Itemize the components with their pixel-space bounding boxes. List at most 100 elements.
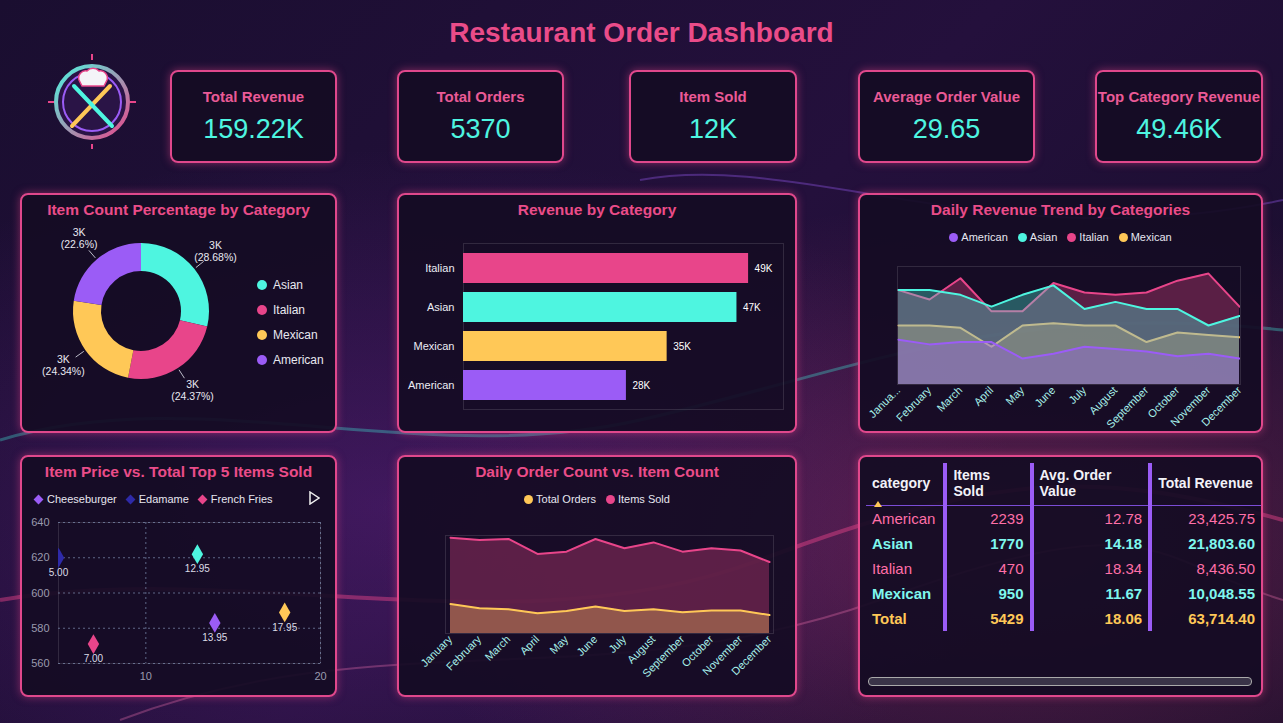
svg-text:April: April — [971, 384, 995, 408]
svg-text:17.95: 17.95 — [272, 622, 297, 633]
html-text:Mexican: Mexican — [872, 585, 932, 602]
svg-text:November: November — [1168, 383, 1213, 429]
svg-text:580: 580 — [31, 622, 49, 634]
svg-text:November: November — [700, 632, 745, 678]
html-text:63,714.40: 63,714.40 — [1188, 610, 1255, 627]
svg-text:28K: 28K — [632, 380, 650, 391]
html-text:18.34: 18.34 — [1104, 560, 1143, 577]
svg-text:June: June — [574, 633, 599, 658]
html-text:14.18: 14.18 — [1104, 535, 1143, 552]
svg-text:620: 620 — [31, 551, 49, 563]
svg-text:September: September — [640, 633, 687, 680]
svg-text:10: 10 — [140, 670, 152, 682]
html-text:French Fries: French Fries — [210, 493, 273, 505]
html-text:21,803.60: 21,803.60 — [1188, 535, 1255, 552]
svg-text:August: August — [1086, 383, 1120, 417]
html-text:Edamame: Edamame — [138, 493, 189, 505]
svg-text:July: July — [606, 633, 629, 656]
svg-text:Mexican: Mexican — [273, 328, 318, 342]
html-text:Daily Revenue Trend by Categor: Daily Revenue Trend by Categories — [930, 201, 1191, 218]
html-text:Avg. Order Value: Avg. Order Value — [1039, 467, 1112, 499]
svg-text:35K: 35K — [673, 341, 691, 352]
html-text:Top Category Revenue: Top Category Revenue — [1097, 88, 1261, 105]
svg-text:February: February — [444, 633, 484, 673]
html-text:5429: 5429 — [990, 610, 1024, 627]
html-text:49.46K: 49.46K — [1136, 114, 1222, 144]
html-text:12.78: 12.78 — [1104, 510, 1143, 527]
html-text:Item Price vs. Total Top 5 Ite: Item Price vs. Total Top 5 Items Sold — [44, 463, 313, 480]
html-text:American: American — [961, 231, 1008, 243]
svg-text:April: April — [517, 633, 541, 657]
html-text:Cheeseburger: Cheeseburger — [47, 493, 117, 505]
html-text:950: 950 — [998, 585, 1024, 602]
html-text:Mexican: Mexican — [1130, 231, 1172, 243]
svg-text:3K(24.34%): 3K(24.34%) — [42, 353, 85, 377]
svg-text:Italian: Italian — [425, 262, 454, 274]
svg-text:American: American — [273, 353, 324, 367]
svg-text:20: 20 — [314, 670, 326, 682]
svg-text:May: May — [547, 633, 571, 657]
svg-text:February: February — [894, 384, 934, 424]
svg-text:49K: 49K — [755, 263, 773, 274]
svg-text:September: September — [1104, 384, 1151, 431]
svg-text:7.00: 7.00 — [84, 653, 104, 664]
svg-text:13.95: 13.95 — [202, 632, 227, 643]
html-text:11.67: 11.67 — [1105, 585, 1143, 602]
html-text:Total Orders: Total Orders — [536, 493, 596, 505]
svg-text:Mexican: Mexican — [414, 340, 455, 352]
svg-text:July: July — [1066, 384, 1089, 407]
svg-text:3K(28.68%): 3K(28.68%) — [194, 239, 237, 263]
html-text:1770: 1770 — [990, 535, 1024, 552]
html-text:5370: 5370 — [450, 114, 511, 144]
svg-text:October: October — [1145, 383, 1182, 421]
html-text:Daily Order Count vs. Item Cou: Daily Order Count vs. Item Count — [475, 463, 719, 480]
svg-text:560: 560 — [31, 657, 49, 669]
html-text:Item Count Percentage by Categ: Item Count Percentage by Category — [47, 201, 310, 218]
svg-text:August: August — [624, 632, 658, 666]
svg-text:May: May — [1003, 384, 1027, 408]
html-text:Italian: Italian — [872, 560, 912, 577]
svg-text:Asian: Asian — [427, 301, 455, 313]
html-text:Asian: Asian — [1029, 231, 1058, 243]
html-text:Average Order Value: Average Order Value — [873, 88, 1020, 105]
svg-text:December: December — [729, 633, 774, 678]
svg-text:June: June — [1032, 384, 1057, 409]
html-text:12K: 12K — [689, 114, 737, 144]
html-text:American: American — [872, 510, 936, 527]
html-text:8,436.50: 8,436.50 — [1196, 560, 1255, 577]
svg-text:640: 640 — [31, 516, 49, 528]
html-text:Asian: Asian — [872, 535, 913, 552]
svg-text:October: October — [679, 632, 716, 670]
html-text:Restaurant Order Dashboard: Restaurant Order Dashboard — [449, 17, 834, 48]
html-text:Total: Total — [872, 610, 907, 627]
svg-text:3K(22.6%): 3K(22.6%) — [61, 226, 98, 250]
html-text:Total Revenue: Total Revenue — [1158, 475, 1253, 491]
svg-text:Janua...: Janua... — [866, 383, 903, 421]
html-text:18.06: 18.06 — [1104, 610, 1143, 627]
svg-text:American: American — [408, 379, 454, 391]
svg-text:600: 600 — [31, 587, 49, 599]
svg-text:January: January — [418, 632, 455, 670]
html-text:Total Orders: Total Orders — [436, 88, 525, 105]
svg-text:March: March — [934, 384, 964, 414]
html-text:159.22K: 159.22K — [203, 114, 304, 144]
html-text:Items Sold: Items Sold — [953, 467, 991, 499]
svg-text:3K(24.37%): 3K(24.37%) — [171, 378, 214, 402]
svg-text:December: December — [1199, 384, 1244, 429]
html-text:Revenue by Category: Revenue by Category — [517, 201, 677, 218]
svg-text:5.00: 5.00 — [49, 567, 69, 578]
html-text:2239: 2239 — [990, 510, 1024, 527]
html-text:Italian: Italian — [1079, 231, 1109, 243]
html-text:Item Sold: Item Sold — [679, 88, 747, 105]
html-text:category: category — [872, 475, 931, 491]
svg-text:Italian: Italian — [273, 303, 305, 317]
svg-text:12.95: 12.95 — [185, 563, 210, 574]
svg-text:Asian: Asian — [273, 278, 303, 292]
svg-text:47K: 47K — [743, 302, 761, 313]
svg-text:March: March — [482, 633, 512, 663]
html-text:Total Revenue: Total Revenue — [202, 88, 305, 105]
html-text:470: 470 — [998, 560, 1024, 577]
html-text:23,425.75: 23,425.75 — [1188, 510, 1255, 527]
html-text:10,048.55: 10,048.55 — [1188, 585, 1255, 602]
html-text:29.65: 29.65 — [912, 114, 981, 144]
